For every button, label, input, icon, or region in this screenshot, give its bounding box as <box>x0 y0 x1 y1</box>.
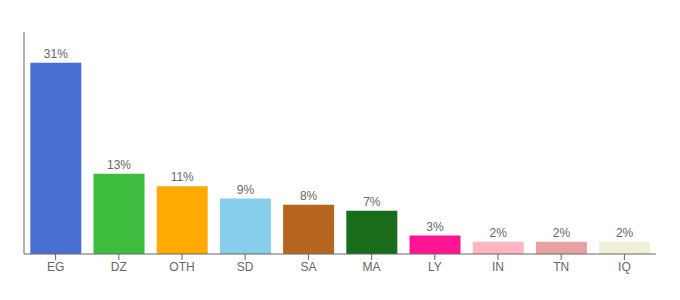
svg-text:7%: 7% <box>363 195 381 209</box>
svg-text:EG: EG <box>47 260 64 274</box>
svg-text:2%: 2% <box>553 226 571 240</box>
svg-text:DZ: DZ <box>111 260 127 274</box>
svg-text:8%: 8% <box>300 189 318 203</box>
svg-text:31%: 31% <box>44 47 68 61</box>
svg-text:13%: 13% <box>107 158 131 172</box>
svg-text:TN: TN <box>553 260 569 274</box>
svg-text:SD: SD <box>237 260 254 274</box>
svg-text:11%: 11% <box>171 170 194 184</box>
svg-text:2%: 2% <box>490 226 508 240</box>
svg-text:IN: IN <box>492 260 504 274</box>
svg-text:9%: 9% <box>237 183 255 197</box>
svg-text:2%: 2% <box>616 226 634 240</box>
svg-text:LY: LY <box>428 260 442 274</box>
svg-text:OTH: OTH <box>169 260 194 274</box>
svg-text:3%: 3% <box>426 220 444 234</box>
svg-text:SA: SA <box>300 260 316 274</box>
svg-text:IQ: IQ <box>618 260 631 274</box>
svg-text:MA: MA <box>363 260 381 274</box>
